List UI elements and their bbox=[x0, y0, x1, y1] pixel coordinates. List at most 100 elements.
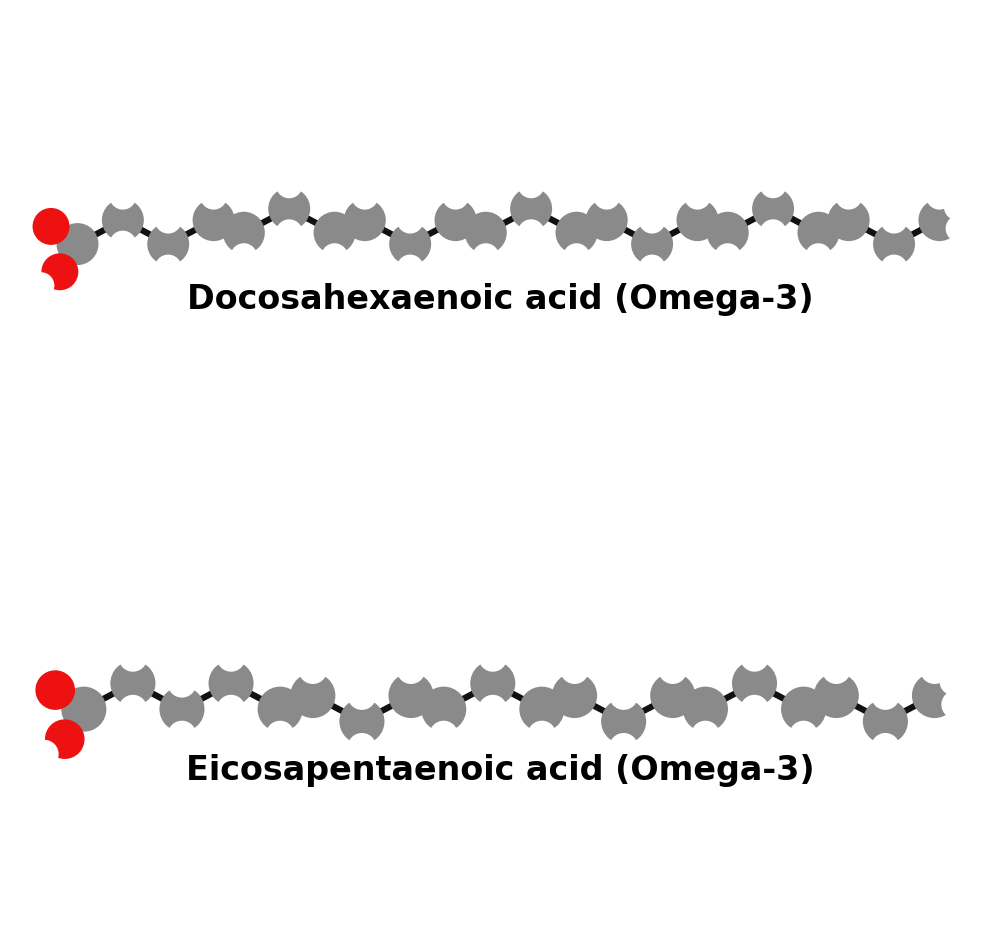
Circle shape bbox=[679, 201, 716, 239]
Circle shape bbox=[260, 689, 301, 729]
Circle shape bbox=[830, 201, 868, 239]
Circle shape bbox=[554, 675, 595, 716]
Circle shape bbox=[588, 201, 626, 239]
Circle shape bbox=[946, 196, 969, 218]
Circle shape bbox=[816, 675, 857, 716]
Circle shape bbox=[399, 257, 422, 279]
Circle shape bbox=[685, 689, 726, 729]
Circle shape bbox=[520, 221, 542, 244]
Circle shape bbox=[716, 246, 739, 268]
Circle shape bbox=[481, 646, 505, 670]
Circle shape bbox=[350, 683, 374, 708]
Circle shape bbox=[219, 646, 243, 670]
Circle shape bbox=[530, 723, 554, 747]
Circle shape bbox=[350, 735, 374, 759]
Circle shape bbox=[59, 225, 96, 263]
Circle shape bbox=[611, 683, 636, 708]
Circle shape bbox=[112, 232, 134, 255]
Circle shape bbox=[558, 214, 595, 251]
Circle shape bbox=[30, 275, 52, 297]
Circle shape bbox=[512, 190, 550, 228]
Circle shape bbox=[873, 683, 898, 708]
Circle shape bbox=[595, 184, 618, 208]
Circle shape bbox=[709, 214, 747, 251]
Circle shape bbox=[742, 646, 767, 670]
Circle shape bbox=[800, 214, 837, 251]
Circle shape bbox=[170, 723, 194, 747]
Circle shape bbox=[121, 697, 145, 722]
Circle shape bbox=[268, 723, 292, 747]
Circle shape bbox=[754, 190, 792, 228]
Circle shape bbox=[149, 225, 187, 263]
Circle shape bbox=[520, 173, 542, 196]
Circle shape bbox=[948, 217, 970, 240]
Circle shape bbox=[323, 246, 346, 268]
Circle shape bbox=[278, 173, 301, 196]
Circle shape bbox=[693, 723, 718, 747]
Circle shape bbox=[225, 214, 263, 251]
Circle shape bbox=[472, 662, 513, 704]
Circle shape bbox=[35, 210, 67, 243]
Circle shape bbox=[467, 214, 505, 251]
Circle shape bbox=[562, 658, 587, 682]
Circle shape bbox=[865, 701, 906, 742]
Circle shape bbox=[341, 701, 382, 742]
Circle shape bbox=[914, 675, 955, 716]
Circle shape bbox=[423, 689, 464, 729]
Circle shape bbox=[211, 662, 252, 704]
Circle shape bbox=[633, 225, 671, 263]
Circle shape bbox=[565, 246, 588, 268]
Circle shape bbox=[37, 673, 73, 708]
Circle shape bbox=[762, 173, 784, 196]
Circle shape bbox=[391, 225, 429, 263]
Circle shape bbox=[660, 658, 685, 682]
Circle shape bbox=[686, 184, 709, 208]
Circle shape bbox=[391, 675, 431, 716]
Circle shape bbox=[481, 697, 505, 722]
Circle shape bbox=[837, 184, 860, 208]
Circle shape bbox=[875, 225, 913, 263]
Circle shape bbox=[157, 257, 180, 279]
Circle shape bbox=[521, 689, 562, 729]
Circle shape bbox=[353, 184, 376, 208]
Circle shape bbox=[63, 689, 104, 729]
Circle shape bbox=[641, 257, 663, 279]
Circle shape bbox=[43, 255, 76, 288]
Circle shape bbox=[232, 246, 255, 268]
Circle shape bbox=[112, 184, 134, 208]
Circle shape bbox=[301, 658, 325, 682]
Circle shape bbox=[783, 689, 824, 729]
Circle shape bbox=[921, 201, 958, 239]
Text: Docosahexaenoic acid (Omega-3): Docosahexaenoic acid (Omega-3) bbox=[187, 282, 813, 315]
Circle shape bbox=[316, 214, 353, 251]
Circle shape bbox=[922, 658, 947, 682]
Circle shape bbox=[112, 662, 153, 704]
Circle shape bbox=[202, 184, 225, 208]
Circle shape bbox=[641, 209, 663, 231]
Circle shape bbox=[873, 735, 898, 759]
Circle shape bbox=[292, 675, 333, 716]
Circle shape bbox=[762, 221, 784, 244]
Circle shape bbox=[47, 722, 82, 757]
Circle shape bbox=[942, 669, 966, 694]
Circle shape bbox=[883, 257, 905, 279]
Circle shape bbox=[611, 735, 636, 759]
Circle shape bbox=[270, 190, 308, 228]
Circle shape bbox=[346, 201, 384, 239]
Circle shape bbox=[32, 742, 57, 766]
Circle shape bbox=[791, 723, 816, 747]
Circle shape bbox=[121, 646, 145, 670]
Circle shape bbox=[431, 723, 456, 747]
Circle shape bbox=[824, 658, 849, 682]
Circle shape bbox=[437, 201, 474, 239]
Circle shape bbox=[157, 209, 180, 231]
Circle shape bbox=[162, 689, 202, 729]
Circle shape bbox=[399, 209, 422, 231]
Circle shape bbox=[219, 697, 243, 722]
Circle shape bbox=[652, 675, 693, 716]
Circle shape bbox=[399, 658, 423, 682]
Circle shape bbox=[807, 246, 830, 268]
Circle shape bbox=[170, 671, 194, 695]
Circle shape bbox=[943, 693, 968, 717]
Text: Eicosapentaenoic acid (Omega-3): Eicosapentaenoic acid (Omega-3) bbox=[186, 755, 814, 788]
